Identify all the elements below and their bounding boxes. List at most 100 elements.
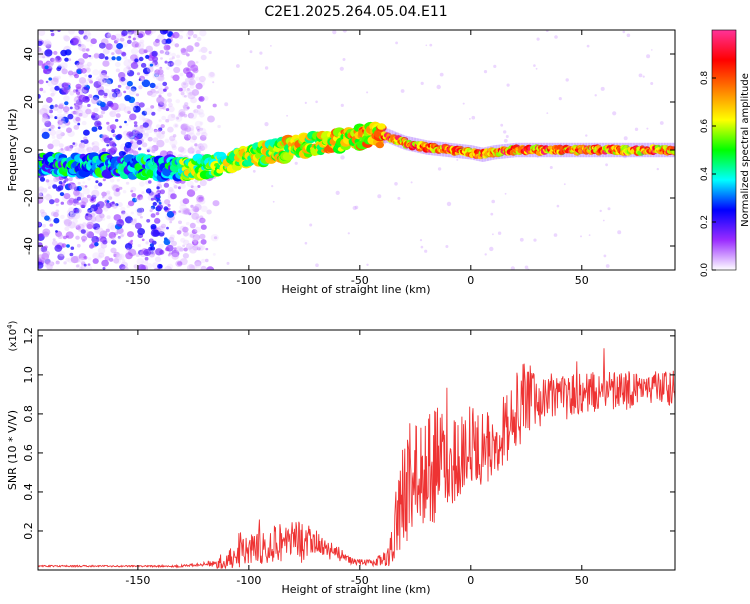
noise-blob	[49, 261, 55, 267]
noise-blob	[53, 126, 56, 129]
noise-blob	[68, 197, 75, 204]
noise-blob	[115, 38, 120, 43]
noise-blob	[200, 205, 208, 212]
noise-blob	[167, 60, 174, 67]
noise-blob	[87, 32, 92, 37]
snr-marks	[38, 348, 675, 570]
noise-blob	[181, 124, 188, 131]
noise-blob	[49, 87, 56, 92]
noise-blob	[186, 32, 193, 38]
noise-blob	[102, 60, 110, 67]
noise-blob	[120, 234, 124, 238]
noise-blob	[92, 145, 100, 153]
noise-blob	[126, 39, 132, 44]
noise-blob	[199, 134, 207, 141]
noise-blob	[110, 239, 117, 245]
noise-blob	[192, 109, 196, 113]
noise-blob	[128, 35, 132, 39]
noise-blob	[166, 211, 175, 218]
spectrogram-x-label: Height of straight line (km)	[281, 283, 430, 296]
noise-blob	[163, 103, 167, 107]
noise-blob	[58, 250, 66, 257]
noise-blob	[142, 137, 146, 140]
noise-blob	[205, 258, 209, 263]
noise-blob	[111, 52, 115, 56]
noise-blob	[519, 237, 524, 242]
noise-blob	[249, 50, 253, 54]
noise-blob	[151, 50, 158, 57]
noise-blob	[144, 132, 149, 137]
x-tick-label: -100	[236, 574, 261, 587]
noise-blob	[127, 66, 131, 70]
noise-blob	[157, 88, 165, 95]
noise-blob	[208, 50, 212, 55]
noise-blob	[315, 263, 319, 268]
noise-blob	[195, 110, 201, 115]
noise-blob	[89, 80, 93, 84]
noise-blob	[76, 62, 84, 69]
noise-blob	[605, 264, 610, 268]
noise-blob	[94, 242, 99, 247]
noise-blob	[141, 110, 148, 116]
noise-blob	[138, 147, 142, 151]
noise-blob	[424, 249, 428, 253]
noise-blob	[52, 139, 61, 147]
noise-blob	[44, 245, 48, 249]
snr-frame	[37, 329, 676, 571]
noise-blob	[189, 112, 197, 120]
noise-blob	[109, 110, 117, 118]
noise-blob	[78, 142, 86, 149]
noise-blob	[151, 111, 156, 116]
noise-blob	[78, 258, 83, 263]
x-tick-label: 50	[575, 574, 589, 587]
noise-blob	[75, 116, 81, 122]
noise-blob	[199, 145, 206, 151]
noise-blob	[172, 134, 177, 138]
noise-blob	[198, 97, 203, 101]
noise-blob	[38, 79, 44, 85]
noise-blob	[50, 77, 59, 86]
noise-blob	[57, 116, 65, 124]
noise-blob	[109, 141, 116, 147]
noise-blob	[156, 186, 160, 190]
noise-blob	[332, 30, 337, 35]
y-tick-label: 40	[22, 47, 35, 61]
noise-blob	[491, 199, 496, 204]
noise-blob	[192, 206, 200, 213]
noise-blob	[167, 98, 173, 103]
noise-blob	[76, 201, 80, 205]
noise-blob	[113, 214, 122, 221]
noise-blob	[49, 57, 55, 63]
noise-blob	[49, 61, 54, 66]
noise-blob	[41, 131, 50, 139]
noise-blob	[163, 50, 169, 56]
noise-blob	[150, 251, 154, 255]
noise-blob	[182, 95, 185, 98]
noise-blob	[76, 223, 85, 231]
noise-blob	[46, 264, 53, 270]
noise-blob	[48, 77, 52, 81]
noise-blob	[38, 186, 44, 192]
noise-blob	[264, 66, 269, 70]
noise-blob	[156, 190, 162, 195]
noise-blob	[60, 49, 68, 57]
noise-blob	[49, 199, 55, 205]
noise-blob	[394, 182, 398, 186]
noise-blob	[52, 90, 57, 95]
noise-blob	[57, 119, 64, 125]
noise-blob	[533, 238, 537, 242]
noise-blob	[144, 256, 149, 261]
noise-blob	[62, 85, 71, 93]
noise-blob	[205, 247, 209, 251]
noise-blob	[178, 210, 182, 213]
noise-blob	[86, 61, 92, 67]
noise-blob	[133, 132, 138, 136]
noise-blob	[156, 139, 165, 148]
noise-blob	[602, 219, 605, 222]
noise-blob	[51, 135, 56, 139]
noise-blob	[158, 225, 166, 233]
noise-blob	[77, 146, 85, 153]
noise-blob	[271, 185, 274, 188]
noise-blob	[153, 130, 159, 135]
